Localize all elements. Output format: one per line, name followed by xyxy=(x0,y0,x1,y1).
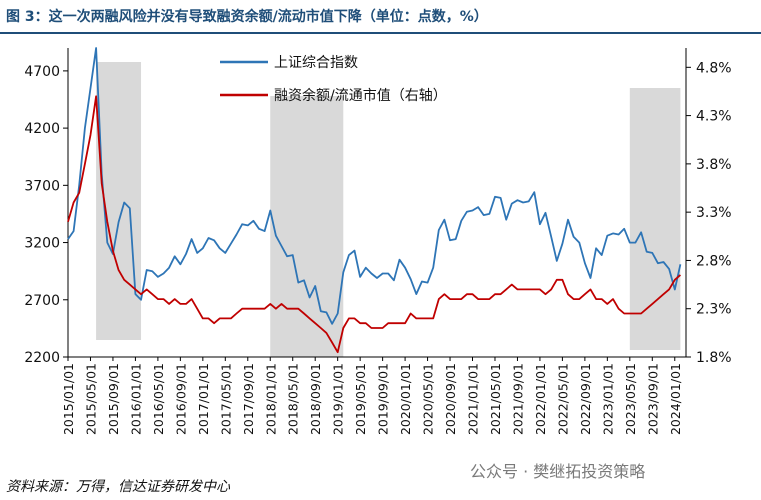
series-line-margin-ratio xyxy=(67,95,681,354)
series-lines xyxy=(67,47,682,354)
left-tick-label: 2700 xyxy=(24,293,60,309)
x-tick-label: 2019/05/01 xyxy=(353,363,368,435)
right-tick-label: 3.8% xyxy=(696,157,732,173)
left-tick-label: 3200 xyxy=(24,236,60,252)
x-tick-label: 2022/09/01 xyxy=(578,363,593,435)
x-tick-label: 2017/09/01 xyxy=(241,363,256,435)
line-chart: 2200 2700 3200 3700 4200 4700 1.8% 2.3% 2.8% 3.3… xyxy=(24,47,732,435)
axes xyxy=(67,48,687,358)
figure-title: 图 3：这一次两融风险并没有导致融资余额/流动市值下降（单位：点数，%） xyxy=(6,9,488,25)
x-tick-label: 2017/05/01 xyxy=(218,363,233,435)
x-tick-label: 2015/01/01 xyxy=(61,363,76,435)
x-tick-label: 2020/01/01 xyxy=(398,363,413,435)
right-tick-label: 3.3% xyxy=(696,205,732,221)
x-tick-label: 2022/05/01 xyxy=(555,363,570,435)
series-line-index xyxy=(67,47,682,325)
left-tick-label: 4700 xyxy=(24,64,60,80)
x-tick-label: 2016/05/01 xyxy=(151,363,166,435)
x-tick-label: 2019/09/01 xyxy=(376,363,391,435)
legend-label: 融资余额/流通市值（右轴） xyxy=(274,87,447,104)
left-y-axis-ticks: 2200 2700 3200 3700 4200 4700 xyxy=(24,64,68,366)
x-tick-label: 2015/05/01 xyxy=(83,363,98,435)
x-tick-label: 2019/01/01 xyxy=(331,363,346,435)
shaded-periods xyxy=(96,62,681,357)
x-tick-label: 2021/09/01 xyxy=(510,363,525,435)
x-axis-ticks: 2015/01/01 2015/05/01 2015/09/01 2016/01/01… xyxy=(61,357,683,435)
x-tick-label: 2022/01/01 xyxy=(533,363,548,435)
source-note: 资料来源：万得，信达证券研发中心 xyxy=(6,479,230,495)
right-y-axis-ticks: 1.8% 2.3% 2.8% 3.3% 3.8% 4.3% 4.8% xyxy=(686,60,732,366)
left-tick-label: 4200 xyxy=(24,121,60,137)
x-tick-label: 2020/05/01 xyxy=(421,363,436,435)
shaded-period xyxy=(270,96,344,357)
x-tick-label: 2016/01/01 xyxy=(128,363,143,435)
shaded-period xyxy=(96,62,142,340)
x-tick-label: 2017/01/01 xyxy=(196,363,211,435)
x-tick-label: 2018/05/01 xyxy=(286,363,301,435)
right-tick-label: 1.8% xyxy=(696,350,732,366)
right-tick-label: 4.3% xyxy=(696,109,732,125)
x-tick-label: 2015/09/01 xyxy=(106,363,121,435)
x-tick-label: 2023/09/01 xyxy=(645,363,660,435)
x-tick-label: 2023/01/01 xyxy=(600,363,615,435)
x-tick-label: 2016/09/01 xyxy=(173,363,188,435)
x-tick-label: 2021/01/01 xyxy=(466,363,481,435)
left-tick-label: 3700 xyxy=(24,178,60,194)
right-tick-label: 2.3% xyxy=(696,302,732,318)
right-tick-label: 4.8% xyxy=(696,60,732,76)
title-divider xyxy=(0,32,761,34)
x-tick-label: 2018/09/01 xyxy=(308,363,323,435)
left-tick-label: 2200 xyxy=(24,350,60,366)
shaded-period xyxy=(629,88,681,350)
x-tick-label: 2018/01/01 xyxy=(263,363,278,435)
x-tick-label: 2021/05/01 xyxy=(488,363,503,435)
legend-label: 上证综合指数 xyxy=(274,55,358,71)
right-tick-label: 2.8% xyxy=(696,253,732,269)
x-tick-label: 2024/01/01 xyxy=(668,363,683,435)
x-tick-label: 2020/09/01 xyxy=(443,363,458,435)
x-tick-label: 2023/05/01 xyxy=(623,363,638,435)
watermark: 公众号 · 樊继拓投资策略 xyxy=(470,462,646,481)
